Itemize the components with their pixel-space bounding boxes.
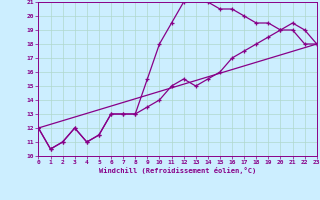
X-axis label: Windchill (Refroidissement éolien,°C): Windchill (Refroidissement éolien,°C) bbox=[99, 167, 256, 174]
